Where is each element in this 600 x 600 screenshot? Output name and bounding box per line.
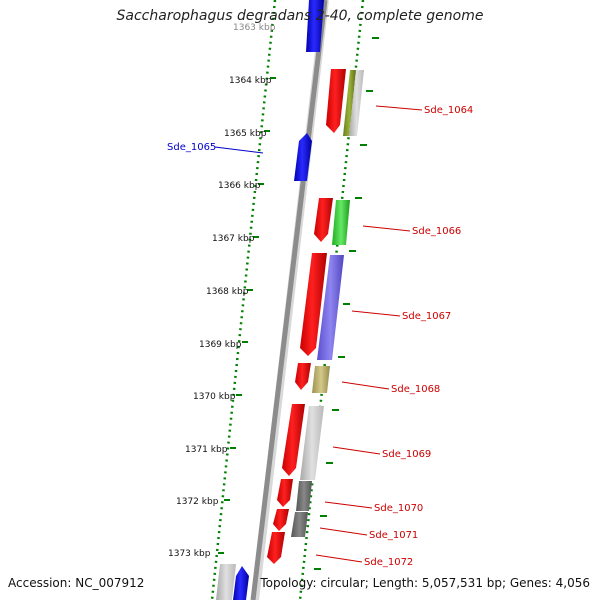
tick-label: 1363 kbp — [233, 23, 276, 33]
genome-summary-text: Topology: circular; Length: 5,057,531 bp… — [260, 576, 590, 590]
gene-sde-1070[interactable] — [277, 479, 293, 507]
gene-sde-1068[interactable] — [295, 363, 311, 390]
feature-bar — [312, 366, 330, 393]
feature-bar — [216, 564, 236, 600]
gene-label-sde-1068[interactable]: Sde_1068 — [391, 384, 440, 395]
tick-label: 1367 kbp — [212, 234, 255, 244]
gene-sde-1069[interactable] — [282, 404, 305, 476]
leader-line — [315, 554, 363, 563]
tick-label: 1364 kbp — [229, 76, 272, 86]
feature-bar — [343, 70, 356, 136]
tick-label: 1369 kbp — [199, 340, 242, 350]
feature-bar — [291, 512, 308, 537]
leader-line — [341, 381, 390, 390]
feature-bar — [332, 200, 350, 245]
tick-label: 1373 kbp — [168, 549, 211, 559]
tick-label: 1372 kbp — [176, 497, 219, 507]
tick-label: 1366 kbp — [218, 181, 261, 191]
feature-bar — [349, 70, 364, 136]
gene-sde-1065[interactable] — [294, 133, 312, 181]
tick-label: 1371 kbp — [185, 445, 228, 455]
gene-label-sde-1072[interactable]: Sde_1072 — [364, 557, 413, 568]
feature-bar — [296, 481, 312, 511]
feature-bar — [317, 255, 344, 360]
map-title-overlay: Saccharophagus degradans 2-40, complete … — [116, 8, 484, 24]
gene-label-sde-1064[interactable]: Sde_1064 — [424, 105, 473, 116]
gene-labels: Sde_1064 Sde_1065 Sde_1066 Sde_1067 Sde_… — [167, 105, 473, 568]
gene-label-sde-1067[interactable]: Sde_1067 — [402, 311, 451, 322]
gene-label-sde-1071[interactable]: Sde_1071 — [369, 530, 418, 541]
leader-line — [375, 105, 423, 111]
accession-text: Accession: NC_007912 — [8, 576, 145, 590]
gene-sde-1066[interactable] — [314, 198, 333, 242]
tick-label: 1368 kbp — [206, 287, 249, 297]
gene-label-sde-1069[interactable]: Sde_1069 — [382, 449, 431, 460]
left-guide-line — [210, 0, 277, 600]
feature-bar — [300, 406, 324, 480]
genome-backbone — [250, 0, 328, 600]
gene-sde-1064[interactable] — [326, 69, 346, 133]
leader-line — [362, 225, 411, 232]
gene-label-sde-1065[interactable]: Sde_1065 — [167, 142, 216, 153]
leader-lines — [214, 105, 423, 563]
gene-label-sde-1070[interactable]: Sde_1070 — [374, 503, 423, 514]
gene-forward-bottom[interactable] — [233, 566, 249, 600]
gene-sde-1072[interactable] — [267, 532, 285, 564]
leader-line — [214, 146, 264, 154]
tick-label: 1370 kbp — [193, 392, 236, 402]
gene-sde-1067[interactable] — [300, 253, 327, 356]
leader-line — [332, 446, 381, 455]
leader-line — [319, 527, 368, 536]
leader-line — [324, 501, 373, 509]
tick-group: 1363 kbp 1364 kbp 1365 kbp 1366 kbp 1367… — [168, 23, 379, 570]
tick-label: 1365 kbp — [224, 129, 267, 139]
gene-sde-1071[interactable] — [273, 509, 289, 531]
leader-line — [351, 310, 401, 317]
gene-label-sde-1066[interactable]: Sde_1066 — [412, 226, 461, 237]
gene-forward-top[interactable] — [306, 0, 324, 52]
